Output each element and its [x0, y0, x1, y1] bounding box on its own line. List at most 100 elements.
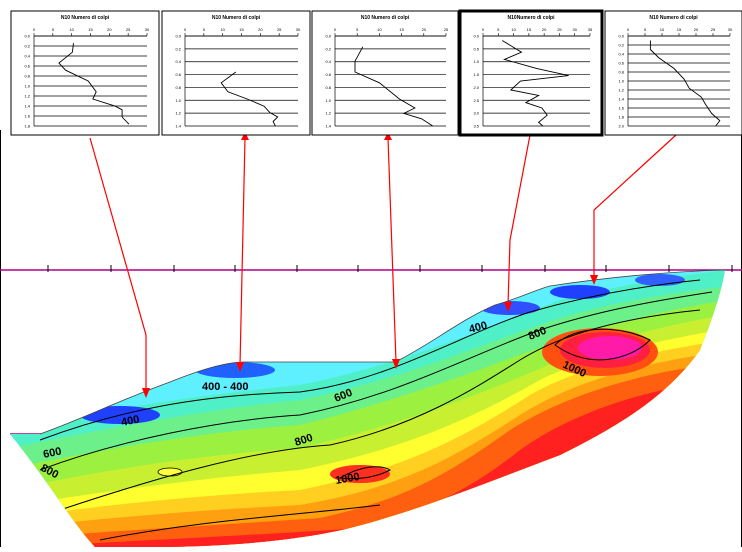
panel-y-tick-label: 0.5: [473, 46, 479, 51]
panel-y-tick-label: 2.5: [473, 98, 479, 103]
panel-y-tick-label: 3.5: [473, 124, 479, 129]
panel-y-tick-label: 1.6: [618, 106, 624, 111]
panel-y-tick-label: 0.4: [618, 52, 624, 57]
panel-x-tick-label: 5: [497, 27, 500, 32]
panel-y-tick-label: 1.0: [325, 98, 331, 103]
panel-y-tick-label: 0.8: [24, 74, 30, 79]
panel-y-tick-label: 0.6: [175, 72, 181, 77]
panel-x-tick-label: 0: [33, 27, 36, 32]
penetrometer-panels: N10 Numero di colpi 0 5 10 15 20 25 30 0.0 0.2 0.4…: [10, 9, 742, 137]
panel-y-tick-label: 0.4: [325, 59, 331, 64]
panel-y-tick-label: 3.0: [473, 111, 479, 116]
panel-profile-line: [502, 40, 569, 127]
arrowhead-2: [236, 362, 244, 372]
panel-x-tick-label: 0: [184, 27, 187, 32]
panel-x-tick-label: 25: [444, 27, 449, 32]
panel-profile-line: [354, 46, 433, 127]
panel-frame: [161, 10, 311, 136]
panel-y-tick-label: 0.0: [618, 34, 624, 39]
reference-ticks: [47, 265, 733, 272]
panel-x-tick-label: 20: [694, 27, 699, 32]
panel-y-tick-label: 0.0: [175, 34, 181, 39]
panel-y-tick-label: 0.2: [24, 44, 30, 49]
panel-x-tick-label: 20: [422, 27, 427, 32]
contour-label: 400 - 400: [202, 381, 248, 393]
panel-title: N10 Numero di colpi: [212, 15, 261, 21]
contour-label: 600: [42, 445, 62, 461]
penetrometer-panel: N10 Numero di colpi 0 5 10 15 20 25 30 0.0 0.2 0.4…: [604, 10, 742, 136]
panel-y-tick-label: 1.2: [618, 88, 624, 93]
arrow-4: [507, 134, 531, 306]
panel-y-tick-label: 1.8: [618, 115, 624, 120]
contour-labels: 400 400 - 400 400 800 1000 600 600 800 8…: [39, 320, 588, 487]
panel-x-tick-label: 0: [482, 27, 485, 32]
panel-y-tick-label: 0.6: [325, 72, 331, 77]
reference-line: [0, 265, 742, 272]
panel-y-tick-label: 0.8: [618, 70, 624, 75]
panel-profile-line: [220, 71, 279, 127]
arrowhead-3: [392, 359, 400, 369]
panel-y-tick-label: 1.0: [473, 59, 479, 64]
panel-frame: [10, 10, 160, 136]
panel-x-tick-label: 20: [542, 27, 547, 32]
panel-x-tick-label: 10: [220, 27, 225, 32]
panel-y-tick-label: 1.4: [175, 124, 181, 129]
panel-x-tick-label: 10: [660, 27, 665, 32]
panel-x-tick-label: 35: [588, 27, 593, 32]
panel-y-tick-label: 1.4: [618, 97, 624, 102]
panel-x-tick-label: 25: [557, 27, 562, 32]
panel-frame: [604, 10, 742, 136]
contour-label: 1000: [334, 471, 360, 487]
panel-x-tick-label: 5: [644, 27, 647, 32]
arrowhead-tip-2: [241, 132, 249, 140]
panel-x-tick-label: 15: [677, 27, 682, 32]
panel-title: N10 Numero di colpi: [61, 15, 110, 21]
panel-x-tick-label: 0: [334, 27, 337, 32]
contour-label: 800: [293, 432, 314, 449]
panel-y-tick-label: 1.6: [24, 114, 30, 119]
panel-x-tick-label: 30: [145, 27, 150, 32]
panel-y-tick-label: 1.0: [175, 98, 181, 103]
panel-x-tick-label: 30: [728, 27, 733, 32]
panel-x-tick-label: 25: [126, 27, 131, 32]
panel-profile-line: [649, 40, 721, 127]
panel-y-tick-label: 0.6: [24, 64, 30, 69]
panel-y-tick-label: 0.8: [325, 85, 331, 90]
panel-y-tick-label: 1.5: [473, 72, 479, 77]
arrows: [89, 134, 677, 390]
panel-frame: [311, 10, 459, 136]
contour-label: 400: [120, 413, 140, 429]
panel-x-tick-label: 20: [107, 27, 112, 32]
panel-x-tick-label: 20: [258, 27, 263, 32]
panel-x-tick-label: 5: [356, 27, 359, 32]
velocity-section: [10, 270, 725, 547]
arrowhead-1: [142, 388, 150, 398]
panel-y-tick-label: 0.2: [325, 46, 331, 51]
panel-x-tick-label: 25: [277, 27, 282, 32]
penetrometer-panel: N10 Numero di colpi 0 5 10 15 20 25 30 0.0 0.2 0.4…: [10, 10, 160, 136]
penetrometer-panel: N10 Numero di colpi 0 5 10 15 20 25 30 0.0 0.2 0.4…: [161, 10, 311, 136]
panel-y-tick-label: 0.0: [325, 34, 331, 39]
panel-y-tick-label: 1.0: [24, 84, 30, 89]
arrowhead-4: [504, 302, 512, 312]
panel-x-tick-label: 30: [296, 27, 301, 32]
panel-y-tick-label: 1.4: [24, 104, 30, 109]
panel-profile-line: [58, 43, 130, 125]
penetrometer-panel: N10Numero di colpi 0 5 10 15 20 25 30 35 0.0 0.5 1.…: [458, 9, 604, 137]
panel-frame: [458, 9, 604, 137]
panel-y-tick-label: 1.2: [325, 111, 331, 116]
panel-y-tick-label: 1.2: [24, 94, 30, 99]
panel-y-tick-label: 0.2: [175, 46, 181, 51]
panel-x-tick-label: 5: [52, 27, 55, 32]
panel-x-tick-label: 15: [399, 27, 404, 32]
panel-x-tick-label: 15: [88, 27, 93, 32]
panel-y-tick-label: 0.8: [175, 85, 181, 90]
panel-y-tick-label: 0.2: [618, 43, 624, 48]
panel-x-tick-label: 15: [527, 27, 532, 32]
panel-y-tick-label: 1.8: [24, 124, 30, 129]
panel-title: N10 Numero di colpi: [361, 15, 410, 21]
panel-y-tick-label: 1.2: [175, 111, 181, 116]
panel-y-tick-label: 0.0: [473, 34, 479, 39]
panel-y-tick-label: 1.0: [618, 79, 624, 84]
